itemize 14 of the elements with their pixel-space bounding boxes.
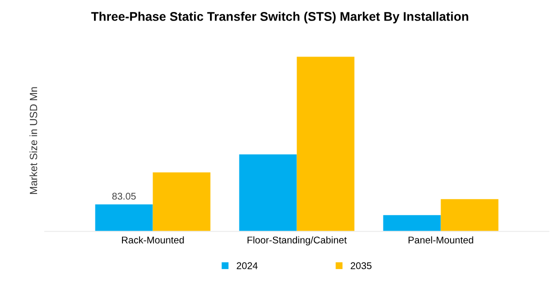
bar <box>95 204 153 232</box>
bar <box>152 172 210 232</box>
x-tick-label: Rack-Mounted <box>122 236 184 244</box>
data-label: 83.05 <box>112 192 136 200</box>
y-axis-title: Market Size in USD Mn <box>30 87 38 194</box>
bar <box>239 154 297 232</box>
legend-label: 2035 <box>350 262 372 270</box>
chart-title: Three-Phase Static Transfer Switch (STS) Market By Installation <box>91 12 468 24</box>
bar <box>440 199 498 232</box>
bar <box>296 56 354 232</box>
bar <box>383 215 441 232</box>
legend-label: 2024 <box>236 262 258 270</box>
x-tick-label: Panel-Mounted <box>408 236 474 244</box>
x-tick-label: Floor-Standing/Cabinet <box>248 236 347 246</box>
